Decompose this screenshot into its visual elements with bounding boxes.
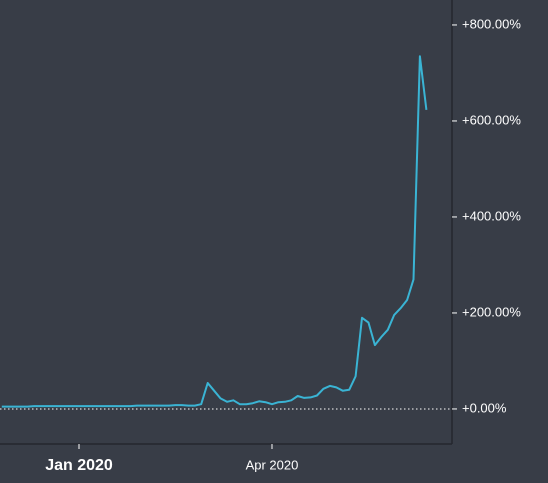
y-tick-label: +200.00% <box>462 304 521 319</box>
x-tick-label: Jan 2020 <box>45 457 113 474</box>
y-tick-label: +0.00% <box>462 400 507 415</box>
data-line <box>1 55 428 408</box>
y-tick-label: +400.00% <box>462 208 521 223</box>
y-tick-label: +800.00% <box>462 16 521 31</box>
y-tick-label: +600.00% <box>462 112 521 127</box>
x-tick-label: Apr 2020 <box>246 457 299 472</box>
